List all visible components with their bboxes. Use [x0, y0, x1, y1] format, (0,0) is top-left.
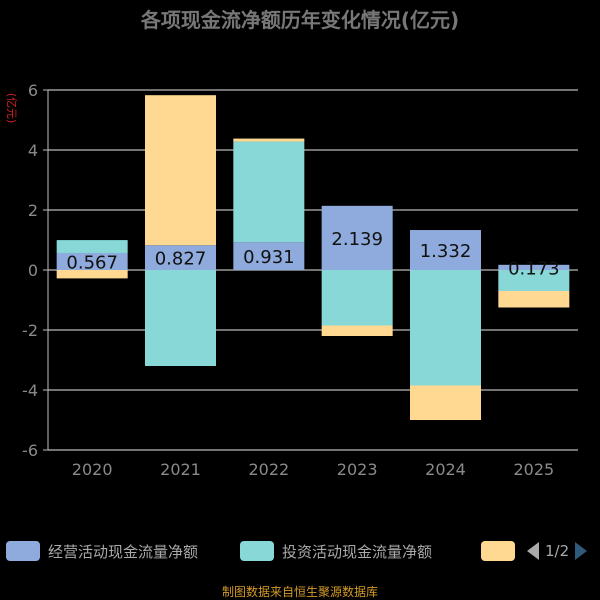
y-tick-label: -4	[22, 381, 38, 400]
stacked-bar-chart: 各项现金流净额历年变化情况(亿元) (亿元) 0.567 0.827 0.931 2.…	[5, 8, 578, 479]
data-label-2020: 0.567	[66, 252, 118, 273]
y-tick-label: -2	[22, 321, 38, 340]
data-label-2025: 0.173	[508, 258, 560, 279]
bar-1-2023	[321, 205, 393, 270]
x-tick-label: 2023	[337, 460, 378, 479]
legend-next-page-icon[interactable]	[575, 542, 588, 560]
bar-2-2024	[410, 270, 481, 386]
bar-1-2020	[56, 252, 128, 270]
bar-3-2020	[56, 270, 128, 279]
y-axis-label: (亿元)	[5, 93, 18, 124]
bar-1-2025	[498, 264, 570, 270]
bar-3-2022	[233, 138, 305, 142]
legend: 经营活动现金流量净额 投资活动现金流量净额 1/2	[0, 532, 600, 568]
data-label-2024: 1.332	[420, 241, 472, 262]
legend-swatch-third	[481, 541, 515, 561]
bar-2-2021	[145, 270, 216, 366]
legend-swatch-operating	[6, 541, 40, 561]
y-tick-label: 0	[28, 261, 38, 280]
bar-3-2024	[410, 385, 481, 420]
x-tick-label: 2024	[425, 460, 466, 479]
data-label-2021: 0.827	[155, 249, 207, 270]
x-tick-label: 2020	[72, 460, 113, 479]
data-label-2022: 0.931	[243, 247, 295, 268]
bar-3-2025	[498, 291, 570, 308]
legend-item-investing[interactable]: 投资活动现金流量净额	[240, 540, 432, 562]
legend-page-indicator: 1/2	[545, 542, 570, 560]
bar-2-2023	[321, 270, 393, 326]
bar-3-2021	[145, 95, 216, 246]
x-tick-label: 2021	[160, 460, 201, 479]
legend-item-third[interactable]	[481, 540, 523, 562]
legend-prev-page-icon[interactable]	[527, 542, 539, 560]
bar-3-2023	[321, 325, 393, 336]
y-tick-label: 4	[28, 141, 38, 160]
source-note: 制图数据来自恒生聚源数据库	[221, 585, 378, 599]
legend-swatch-investing	[240, 541, 274, 561]
chart-title: 各项现金流净额历年变化情况(亿元)	[140, 8, 459, 32]
bar-1-2024	[410, 230, 481, 270]
y-tick-label: 2	[28, 201, 38, 220]
bar-2-2020	[56, 240, 128, 253]
y-tick-label: -6	[22, 441, 38, 460]
bar-1-2022	[233, 242, 305, 270]
x-tick-label: 2022	[248, 460, 289, 479]
y-tick-label: 6	[28, 81, 38, 100]
data-label-2023: 2.139	[331, 229, 383, 250]
legend-item-operating[interactable]: 经营活动现金流量净额	[6, 540, 198, 562]
x-tick-label: 2025	[513, 460, 554, 479]
bar-2-2022	[233, 141, 305, 243]
legend-label-investing: 投资活动现金流量净额	[282, 542, 433, 561]
bar-2-2025	[498, 270, 570, 291]
legend-pager: 1/2	[527, 540, 588, 562]
bar-1-2021	[145, 245, 216, 270]
legend-label-operating: 经营活动现金流量净额	[48, 542, 199, 561]
